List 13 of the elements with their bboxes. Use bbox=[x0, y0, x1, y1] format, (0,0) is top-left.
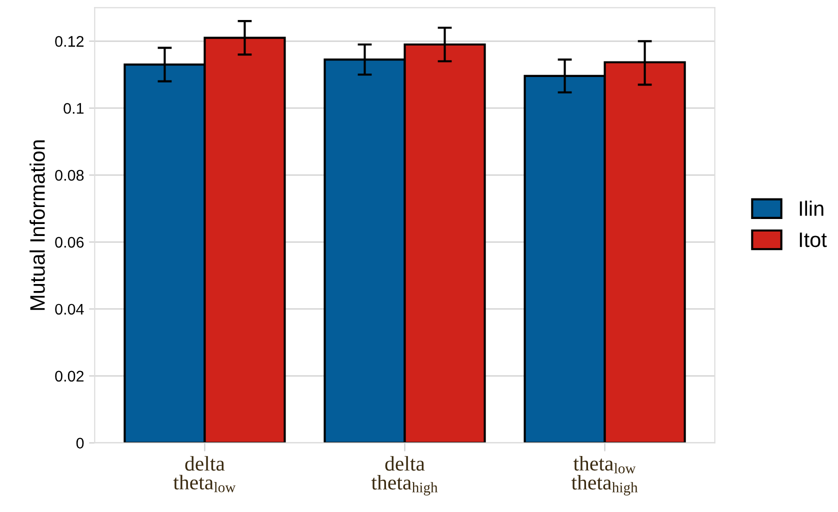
y-tick-label: 0.04 bbox=[55, 304, 84, 315]
y-tick-label: 0.08 bbox=[55, 170, 84, 181]
x-tick-label: delta theta$_{low}$ bbox=[173, 456, 236, 492]
y-tick-label: 0.1 bbox=[64, 102, 84, 114]
y-tick-label: 0.06 bbox=[55, 236, 84, 248]
x-tick-label: theta$_{low}$ theta$_{high}$ bbox=[571, 456, 638, 496]
x-tick-label: delta theta$_{high}$ bbox=[371, 456, 438, 496]
y-tick-label: 0.12 bbox=[55, 36, 84, 47]
y-tick-label: 0 bbox=[76, 438, 84, 449]
legend-label: Itot bbox=[800, 232, 827, 248]
legend-label: Ilin bbox=[800, 200, 824, 216]
y-tick-label: 0.02 bbox=[55, 370, 84, 382]
y-axis-title: Mutual Information bbox=[30, 140, 45, 310]
